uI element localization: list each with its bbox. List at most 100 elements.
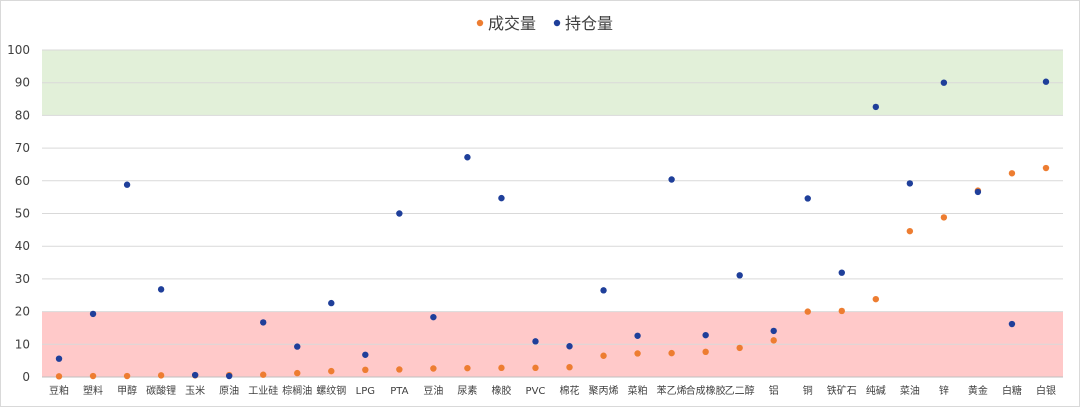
x-tick-label: 玉米 — [185, 384, 205, 397]
x-tick-label: 乙二醇 — [725, 384, 755, 397]
x-tick-label: 铁矿石 — [827, 384, 857, 397]
x-tick-label: 锌 — [939, 384, 949, 397]
x-tick-label: 铝 — [769, 385, 779, 397]
x-tick-label: 尿素 — [457, 384, 477, 397]
y-tick-label: 80 — [15, 108, 30, 122]
point-open-interest — [600, 287, 607, 294]
legend: 成交量 持仓量 — [476, 14, 613, 33]
point-open-interest — [157, 286, 165, 293]
y-axis: 0 10 20 30 40 50 60 70 80 90 100 — [7, 43, 30, 384]
x-tick-label: 棉花 — [560, 384, 580, 397]
point-volume — [157, 372, 165, 379]
x-axis: 豆粕 塑料 甲醇 碳酸锂 玉米 原油 工业硅 棕榈油 螺纹钢 LPG PTA 豆油 尿素 橡胶 PVC 棉花聚… — [49, 384, 1056, 397]
point-volume — [940, 214, 948, 221]
x-tick-label: 碳酸锂 — [146, 384, 176, 397]
x-tick-label: 白银 — [1036, 384, 1056, 397]
legend-marker — [476, 19, 484, 27]
legend-marker — [553, 19, 561, 27]
y-tick-label: 10 — [15, 337, 30, 351]
point-volume — [55, 373, 63, 380]
x-tick-label: PTA — [390, 386, 408, 397]
x-tick-label: 棕榈油 — [282, 384, 312, 397]
points-layer — [55, 78, 1050, 380]
x-tick-label: 甲醇 — [117, 384, 137, 397]
point-volume — [566, 363, 573, 371]
point-open-interest — [838, 269, 845, 276]
point-open-interest — [668, 176, 675, 183]
point-open-interest — [294, 343, 301, 350]
x-tick-label: LPG — [356, 386, 375, 397]
y-tick-label: 40 — [15, 239, 30, 253]
point-open-interest — [260, 319, 267, 326]
point-open-interest — [736, 272, 743, 279]
point-volume — [430, 365, 437, 372]
x-tick-label: 聚丙烯 — [589, 384, 619, 397]
point-volume — [600, 352, 607, 359]
point-volume — [123, 372, 131, 380]
point-volume — [702, 348, 709, 356]
point-volume — [838, 307, 845, 315]
x-tick-label: 豆粕 — [49, 384, 69, 397]
point-volume — [736, 344, 743, 352]
y-tick-label: 90 — [15, 76, 30, 90]
point-open-interest — [464, 154, 471, 161]
x-tick-label: 菜油 — [900, 384, 920, 397]
point-open-interest — [566, 343, 573, 350]
legend-label: 成交量 — [488, 14, 536, 33]
point-volume — [396, 366, 403, 373]
point-open-interest — [396, 210, 403, 217]
point-volume — [872, 295, 880, 303]
point-volume — [328, 367, 335, 375]
point-open-interest — [328, 299, 335, 307]
x-tick-label: 豆油 — [423, 384, 443, 397]
y-tick-label: 50 — [15, 207, 30, 221]
x-tick-label: PVC — [526, 386, 546, 397]
point-open-interest — [498, 194, 505, 202]
point-open-interest — [702, 331, 709, 339]
point-volume — [362, 366, 369, 374]
point-volume — [906, 227, 914, 235]
point-open-interest — [634, 332, 641, 339]
point-open-interest — [225, 372, 233, 380]
point-volume — [294, 369, 301, 377]
point-open-interest — [430, 313, 437, 321]
point-volume — [89, 372, 97, 380]
point-open-interest — [1008, 320, 1016, 328]
point-volume — [1008, 170, 1016, 177]
legend-label: 持仓量 — [565, 14, 613, 33]
point-open-interest — [1042, 78, 1050, 85]
y-tick-label: 0 — [22, 370, 30, 384]
point-volume — [770, 337, 777, 344]
point-volume — [804, 308, 811, 315]
x-tick-label: 白糖 — [1002, 384, 1022, 397]
y-tick-label: 30 — [15, 272, 30, 286]
point-open-interest — [123, 181, 131, 188]
y-tick-label: 60 — [15, 174, 30, 188]
point-open-interest — [362, 351, 369, 358]
x-tick-label: 黄金 — [968, 384, 988, 397]
x-tick-label: 菜粕 — [628, 384, 648, 397]
point-volume — [464, 364, 471, 372]
x-tick-label: 工业硅 — [248, 384, 278, 397]
y-tick-label: 20 — [15, 305, 30, 319]
point-volume — [634, 350, 641, 357]
point-open-interest — [532, 338, 539, 345]
point-volume — [260, 371, 267, 378]
point-open-interest — [804, 195, 811, 202]
x-tick-label: 纯碱 — [866, 384, 886, 397]
point-open-interest — [974, 188, 982, 196]
grid-layer — [42, 49, 1063, 378]
x-tick-label: 原油 — [219, 384, 239, 397]
x-tick-label: 橡胶 — [491, 384, 511, 397]
x-tick-label: 螺纹钢 — [316, 384, 346, 397]
point-volume — [498, 364, 505, 372]
point-open-interest — [89, 310, 97, 318]
point-open-interest — [55, 355, 63, 362]
point-volume — [1042, 164, 1050, 172]
point-open-interest — [872, 103, 880, 111]
x-tick-label: 苯乙烯 — [657, 384, 687, 397]
point-open-interest — [940, 79, 948, 86]
y-tick-label: 100 — [7, 43, 30, 57]
